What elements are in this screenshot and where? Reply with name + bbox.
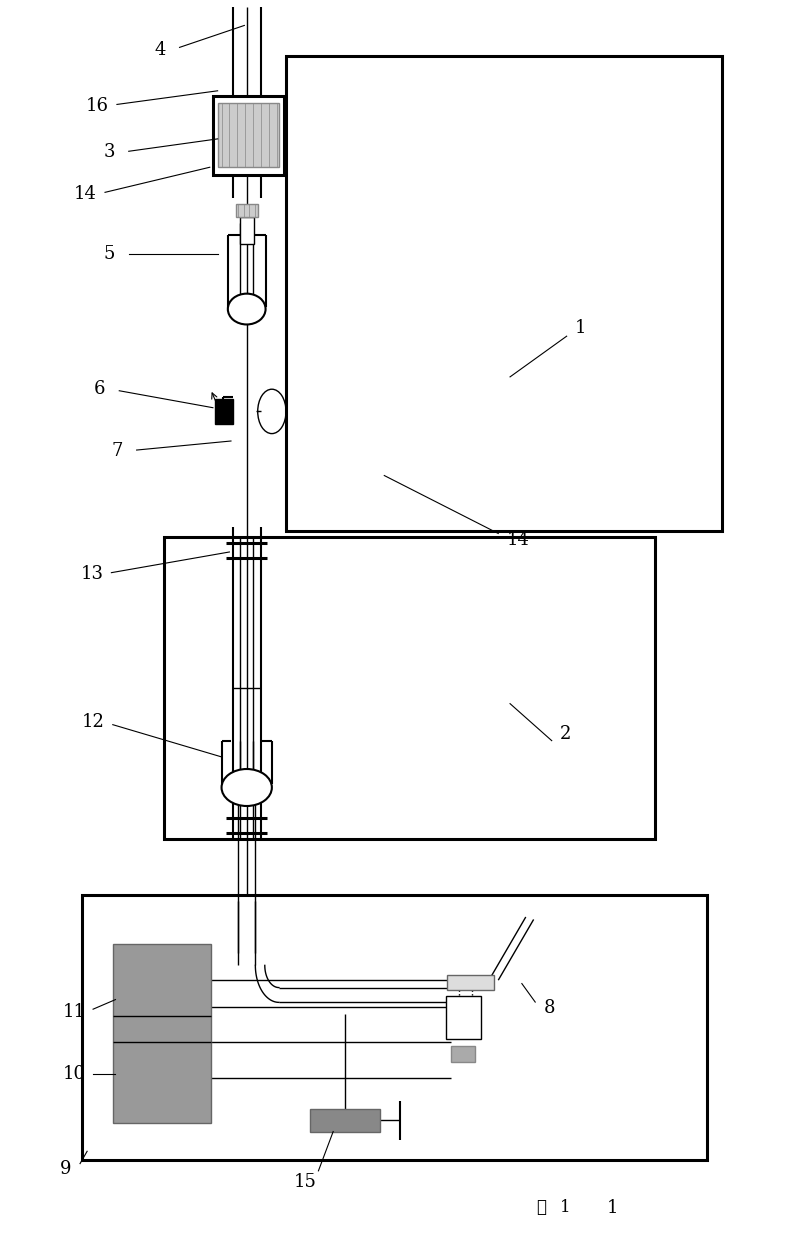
Bar — [215, 399, 233, 424]
Bar — [164, 537, 655, 839]
Text: 5: 5 — [103, 244, 115, 263]
Text: 14: 14 — [506, 531, 530, 549]
Text: 10: 10 — [62, 1065, 86, 1082]
Bar — [236, 205, 258, 217]
Bar — [82, 895, 706, 1160]
Text: 8: 8 — [544, 999, 555, 1018]
Text: 12: 12 — [82, 713, 105, 731]
Bar — [451, 1045, 474, 1061]
Bar — [213, 96, 284, 175]
Bar — [218, 104, 279, 167]
Text: 13: 13 — [80, 565, 103, 584]
Ellipse shape — [228, 293, 266, 324]
Text: 3: 3 — [103, 143, 115, 161]
Text: 图: 图 — [537, 1200, 546, 1217]
Bar — [446, 996, 481, 1039]
Text: 1: 1 — [560, 1200, 570, 1217]
Text: 16: 16 — [86, 96, 109, 115]
Text: 9: 9 — [60, 1160, 72, 1177]
Text: 2: 2 — [559, 726, 570, 743]
Bar — [240, 217, 254, 243]
Text: 1: 1 — [606, 1200, 618, 1217]
Text: 14: 14 — [74, 186, 97, 203]
Ellipse shape — [222, 769, 272, 806]
Text: 11: 11 — [62, 1003, 86, 1021]
Text: 6: 6 — [94, 380, 106, 398]
Text: 4: 4 — [154, 41, 166, 59]
Text: 1: 1 — [575, 318, 586, 337]
Text: 7: 7 — [111, 441, 122, 460]
Bar — [286, 56, 722, 531]
Bar — [310, 1110, 380, 1131]
Bar — [447, 975, 494, 990]
Bar — [113, 944, 211, 1122]
Text: 15: 15 — [294, 1173, 317, 1191]
